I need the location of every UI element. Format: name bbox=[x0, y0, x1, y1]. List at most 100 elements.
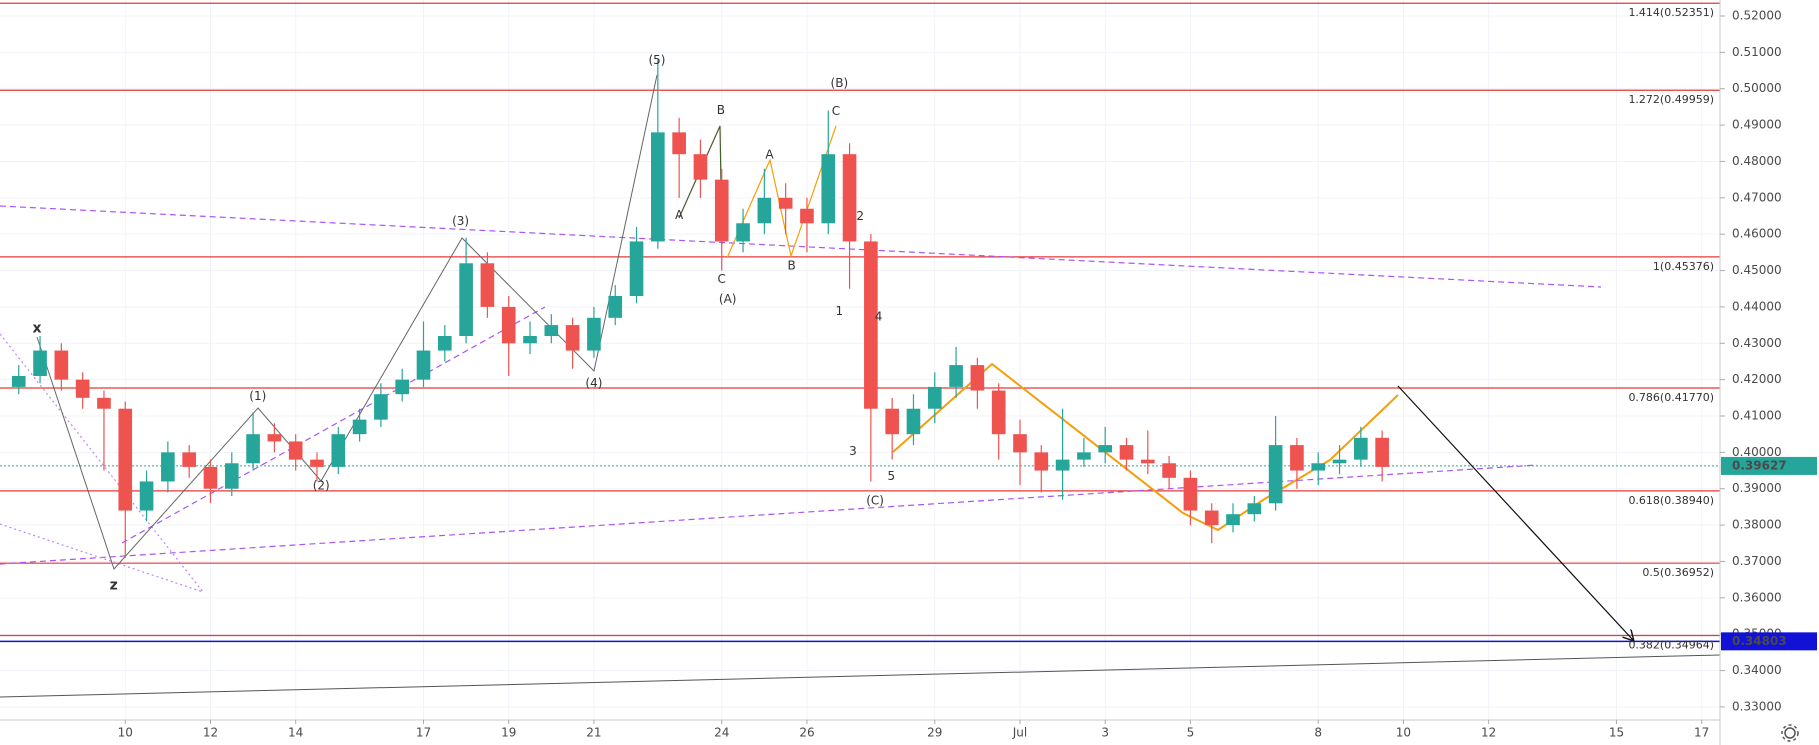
candle-body bbox=[800, 208, 814, 224]
y-tick-label: 0.41000 bbox=[1732, 409, 1782, 423]
candle-body bbox=[1247, 503, 1262, 515]
trend-line bbox=[0, 205, 1602, 288]
x-tick-label: 15 bbox=[1609, 726, 1624, 740]
candle-body bbox=[672, 132, 686, 155]
settings-icon[interactable] bbox=[1781, 724, 1799, 742]
candle-body bbox=[501, 306, 516, 344]
candle-body bbox=[778, 197, 793, 209]
candle-body bbox=[97, 397, 111, 409]
candle-body bbox=[1375, 437, 1389, 467]
candle-body bbox=[864, 241, 878, 409]
price-axis bbox=[1720, 0, 1819, 745]
candle-body bbox=[310, 459, 324, 467]
wave-label: 3 bbox=[849, 444, 857, 458]
fib-label: 0.5(0.36952) bbox=[1642, 566, 1714, 579]
wave-label: 1 bbox=[836, 304, 844, 318]
fib-label: 1.272(0.49959) bbox=[1628, 93, 1714, 106]
candle-body bbox=[1226, 514, 1240, 526]
candle-body bbox=[949, 365, 963, 387]
candle-body bbox=[565, 325, 580, 351]
price-box bbox=[1721, 632, 1817, 651]
candle-body bbox=[906, 408, 921, 435]
y-tick-label: 0.34000 bbox=[1732, 663, 1782, 677]
wave-label: A bbox=[765, 147, 774, 161]
trend-line bbox=[0, 523, 204, 593]
candle-body bbox=[714, 179, 729, 242]
x-tick-label: 5 bbox=[1187, 726, 1195, 740]
candle-body bbox=[1098, 445, 1113, 453]
y-tick-label: 0.36000 bbox=[1732, 590, 1782, 604]
x-tick-label: 29 bbox=[927, 726, 942, 740]
candle-body bbox=[118, 408, 133, 511]
y-tick-label: 0.49000 bbox=[1732, 118, 1782, 132]
wave-label: (1) bbox=[249, 389, 266, 403]
price-label: 0.34803 bbox=[1732, 634, 1787, 648]
y-tick-label: 0.51000 bbox=[1732, 45, 1782, 59]
wave-label: z bbox=[110, 577, 118, 593]
candle-body bbox=[1204, 510, 1219, 526]
y-tick-label: 0.47000 bbox=[1732, 190, 1782, 204]
candle-body bbox=[885, 408, 899, 435]
wave-label: B bbox=[788, 258, 796, 272]
candle-body bbox=[757, 197, 772, 224]
y-tick-label: 0.33000 bbox=[1732, 699, 1782, 713]
candle-body bbox=[821, 154, 836, 224]
x-tick-label: 10 bbox=[1396, 726, 1411, 740]
gear-teeth bbox=[1781, 724, 1799, 742]
candle-body bbox=[374, 394, 388, 420]
candle-body bbox=[288, 441, 303, 460]
wave-label: 4 bbox=[875, 310, 883, 324]
projection-arrow bbox=[1397, 385, 1633, 640]
y-tick-label: 0.37000 bbox=[1732, 554, 1782, 568]
candle-body bbox=[331, 434, 346, 467]
x-tick-label: 19 bbox=[501, 726, 516, 740]
wave-label: 2 bbox=[856, 209, 864, 223]
x-tick-label: 14 bbox=[288, 726, 303, 740]
candle-body bbox=[437, 336, 452, 351]
gear bbox=[1784, 727, 1796, 739]
time-axis bbox=[0, 720, 1720, 745]
wave-label: (3) bbox=[452, 214, 469, 228]
candle-body bbox=[1311, 463, 1326, 471]
y-tick-label: 0.44000 bbox=[1732, 299, 1782, 313]
candle-body bbox=[970, 365, 985, 391]
candle-body bbox=[224, 463, 239, 489]
candle-body bbox=[1268, 445, 1283, 504]
y-tick-label: 0.39000 bbox=[1732, 481, 1782, 495]
wave-label: C bbox=[832, 104, 840, 118]
candle-body bbox=[1140, 459, 1155, 464]
wave-lines bbox=[36, 74, 658, 570]
x-tick-label: 12 bbox=[1481, 726, 1496, 740]
candle-body bbox=[629, 241, 644, 296]
fib-label: 0.618(0.38940) bbox=[1628, 494, 1714, 507]
x-tick-label: 17 bbox=[416, 726, 431, 740]
candle-body bbox=[75, 379, 90, 398]
candle-body bbox=[1183, 477, 1198, 511]
candle-body bbox=[416, 350, 431, 380]
candle-body bbox=[991, 390, 1006, 435]
x-tick-label: Jul bbox=[1012, 726, 1027, 740]
grid bbox=[0, 0, 1720, 720]
candle-body bbox=[1077, 452, 1091, 460]
candle-body bbox=[267, 434, 282, 442]
candle-body bbox=[1055, 459, 1070, 471]
candle-body bbox=[459, 263, 473, 336]
wave-label: A bbox=[675, 208, 684, 222]
candle-body bbox=[33, 350, 47, 376]
candle-body bbox=[693, 154, 708, 180]
wave-label: (C) bbox=[866, 494, 884, 508]
trend-line bbox=[0, 654, 1721, 698]
x-tick-label: 8 bbox=[1314, 726, 1322, 740]
x-tick-label: 26 bbox=[799, 726, 814, 740]
candle-body bbox=[842, 154, 857, 242]
candle-body bbox=[182, 452, 196, 467]
y-tick-label: 0.52000 bbox=[1732, 9, 1782, 23]
wave-label: (B) bbox=[831, 76, 849, 90]
y-tick-label: 0.40000 bbox=[1732, 445, 1782, 459]
wave-label: 5 bbox=[887, 469, 895, 483]
wave-label: (5) bbox=[648, 53, 665, 67]
fib-label: 0.786(0.41770) bbox=[1628, 391, 1714, 404]
candle-body bbox=[11, 376, 26, 387]
